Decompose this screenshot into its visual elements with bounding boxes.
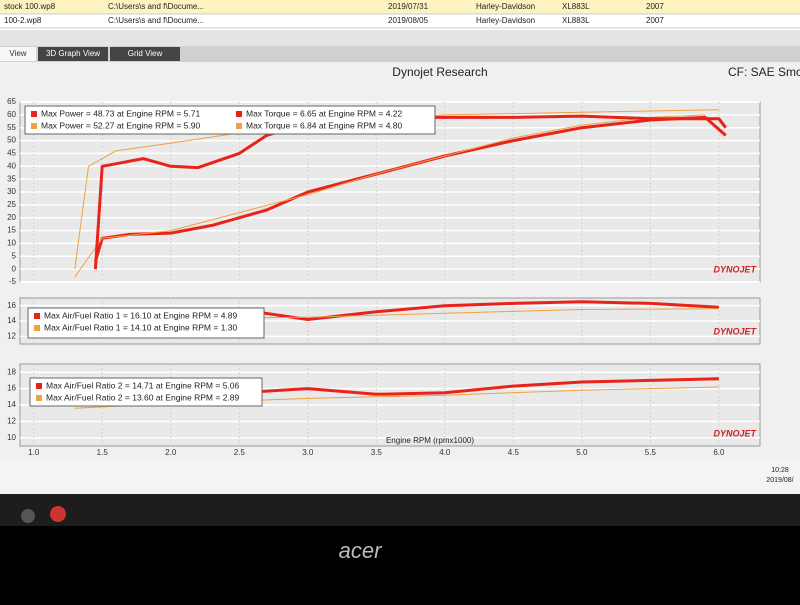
y-tick-label: 15 — [7, 226, 16, 235]
table-cell: C:\Users\s and f\Docume... — [108, 16, 204, 25]
selected-row — [0, 0, 800, 14]
x-tick-label: 5.0 — [576, 448, 588, 457]
monitor-brand: acer — [339, 538, 383, 563]
x-tick-label: 2.5 — [234, 448, 246, 457]
table-cell: 2007 — [646, 2, 664, 11]
table-cell: XL883L — [562, 16, 590, 25]
taskbar-icon[interactable] — [50, 506, 66, 522]
table-cell: 2007 — [646, 16, 664, 25]
x-tick-label: 6.0 — [713, 448, 725, 457]
y-tick-label: 60 — [7, 110, 16, 119]
table-cell: 100-2.wp8 — [4, 16, 42, 25]
tab[interactable] — [110, 47, 180, 61]
watermark: DYNOJET — [713, 428, 757, 438]
y-tick-label: -5 — [9, 277, 17, 286]
y-tick-label: 5 — [12, 251, 17, 260]
y-tick-label: 14 — [7, 400, 16, 409]
tab-label: 3D Graph View — [46, 49, 100, 58]
x-tick-label: 1.0 — [28, 448, 40, 457]
legend-swatch — [236, 111, 242, 117]
legend-label: Max Air/Fuel Ratio 2 = 13.60 at Engine R… — [46, 392, 240, 402]
y-tick-label: 10 — [7, 433, 16, 442]
y-tick-label: 14 — [7, 316, 16, 325]
y-tick-label: 25 — [7, 200, 16, 209]
legend-label: Max Air/Fuel Ratio 1 = 14.10 at Engine R… — [44, 322, 238, 332]
table-cell: Harley-Davidson — [476, 2, 535, 11]
x-axis-label: Engine RPM (rpmx1000) — [386, 436, 474, 445]
table-cell: Harley-Davidson — [476, 16, 535, 25]
correction-factor: CF: SAE Smo — [728, 65, 800, 79]
taskbar — [0, 494, 800, 526]
table-cell: 2019/08/05 — [388, 16, 429, 25]
legend-label: Max Air/Fuel Ratio 1 = 16.10 at Engine R… — [44, 310, 238, 320]
legend-label: Max Air/Fuel Ratio 2 = 14.71 at Engine R… — [46, 380, 240, 390]
tab-strip — [0, 46, 800, 62]
legend-label: Max Power = 52.27 at Engine RPM = 5.90 — [41, 120, 201, 130]
table-cell: C:\Users\s and f\Docume... — [108, 2, 204, 11]
legend — [24, 105, 436, 135]
series-line — [74, 114, 706, 278]
y-tick-label: 20 — [7, 213, 16, 222]
table-cell: XL883L — [562, 2, 590, 11]
tab-label: Grid View — [128, 49, 163, 58]
legend-swatch — [34, 313, 40, 319]
tab[interactable] — [38, 47, 108, 61]
y-tick-label: 16 — [7, 301, 16, 310]
table-cell: 2019/07/31 — [388, 2, 429, 11]
legend-label: Max Torque = 6.65 at Engine RPM = 4.22 — [246, 108, 403, 118]
legend-swatch — [36, 395, 42, 401]
legend-swatch — [31, 111, 37, 117]
legend-swatch — [31, 123, 37, 129]
y-tick-label: 18 — [7, 367, 16, 376]
clock-time: 10:28 — [771, 467, 789, 474]
taskbar-icon[interactable] — [21, 509, 35, 523]
chart-title: Dynojet Research — [392, 65, 487, 79]
legend-label: Max Power = 48.73 at Engine RPM = 5.71 — [41, 108, 201, 118]
x-tick-label: 1.5 — [97, 448, 109, 457]
x-tick-label: 3.5 — [371, 448, 383, 457]
y-tick-label: 30 — [7, 187, 16, 196]
y-tick-label: 55 — [7, 123, 16, 132]
legend-label: Max Torque = 6.84 at Engine RPM = 4.80 — [246, 120, 403, 130]
x-tick-label: 4.0 — [439, 448, 451, 457]
clock-date: 2019/08/ — [766, 477, 793, 484]
y-tick-label: 50 — [7, 136, 16, 145]
watermark: DYNOJET — [713, 326, 757, 336]
legend-swatch — [36, 383, 42, 389]
legend-swatch — [236, 123, 242, 129]
legend — [27, 307, 265, 339]
watermark: DYNOJET — [713, 264, 757, 274]
table-cell: stock 100.wp8 — [4, 2, 56, 11]
y-tick-label: 12 — [7, 331, 16, 340]
y-tick-label: 45 — [7, 149, 16, 158]
tab[interactable] — [0, 47, 36, 61]
y-tick-label: 35 — [7, 174, 16, 183]
y-tick-label: 10 — [7, 239, 16, 248]
y-tick-label: 40 — [7, 161, 16, 170]
x-tick-label: 2.0 — [165, 448, 177, 457]
tab-label: View — [9, 49, 26, 58]
tray-area — [0, 460, 800, 494]
legend — [29, 377, 263, 407]
y-tick-label: 0 — [12, 264, 17, 273]
x-tick-label: 4.5 — [508, 448, 520, 457]
y-tick-label: 16 — [7, 384, 16, 393]
y-tick-label: 12 — [7, 417, 16, 426]
legend-swatch — [34, 325, 40, 331]
x-tick-label: 3.0 — [302, 448, 314, 457]
x-tick-label: 5.5 — [645, 448, 657, 457]
y-tick-label: 65 — [7, 97, 16, 106]
